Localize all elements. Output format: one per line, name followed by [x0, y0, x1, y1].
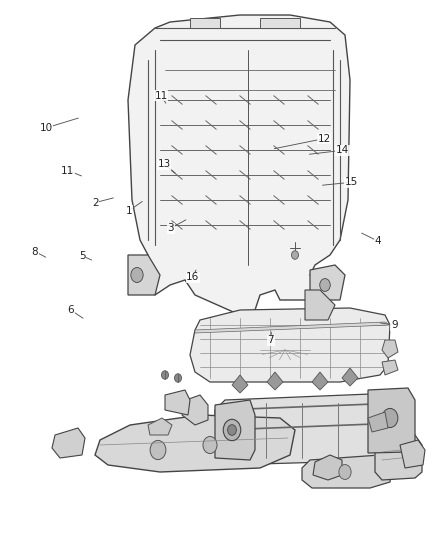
Ellipse shape [382, 408, 398, 427]
Polygon shape [182, 395, 208, 425]
Text: 15: 15 [345, 177, 358, 187]
Text: 11: 11 [61, 166, 74, 175]
Polygon shape [148, 418, 172, 435]
Ellipse shape [223, 419, 241, 441]
Polygon shape [190, 18, 220, 28]
Polygon shape [95, 415, 295, 472]
Polygon shape [368, 412, 388, 432]
Polygon shape [165, 390, 190, 415]
Text: 9: 9 [391, 320, 398, 330]
Polygon shape [302, 455, 392, 488]
Ellipse shape [131, 268, 143, 282]
Text: 14: 14 [336, 146, 349, 155]
Text: 2: 2 [92, 198, 99, 207]
Polygon shape [195, 322, 390, 333]
Polygon shape [215, 400, 255, 460]
Text: 1: 1 [126, 206, 133, 215]
Polygon shape [305, 290, 335, 320]
Text: 6: 6 [67, 305, 74, 315]
Polygon shape [382, 340, 398, 358]
Polygon shape [260, 18, 300, 28]
Polygon shape [232, 375, 248, 393]
Polygon shape [267, 372, 283, 390]
Polygon shape [382, 360, 398, 375]
Polygon shape [128, 255, 160, 295]
Polygon shape [52, 428, 85, 458]
Ellipse shape [339, 465, 351, 480]
Text: 4: 4 [374, 236, 381, 246]
Polygon shape [312, 372, 328, 390]
Ellipse shape [150, 440, 166, 459]
Polygon shape [342, 368, 358, 386]
Ellipse shape [228, 425, 237, 435]
Text: 5: 5 [79, 251, 86, 261]
Text: 8: 8 [32, 247, 39, 256]
Ellipse shape [203, 437, 217, 454]
Polygon shape [310, 265, 345, 300]
Polygon shape [313, 455, 342, 480]
Ellipse shape [320, 279, 330, 292]
Polygon shape [368, 388, 415, 453]
Polygon shape [400, 440, 425, 468]
Ellipse shape [174, 374, 181, 382]
Ellipse shape [292, 251, 299, 259]
Polygon shape [375, 435, 422, 480]
Text: 7: 7 [267, 335, 274, 345]
Text: 16: 16 [186, 272, 199, 282]
Polygon shape [128, 15, 350, 315]
Polygon shape [190, 308, 390, 382]
Polygon shape [215, 393, 405, 465]
Text: 12: 12 [318, 134, 331, 143]
Text: 11: 11 [155, 91, 168, 101]
Text: 13: 13 [158, 159, 171, 169]
Text: 10: 10 [39, 123, 53, 133]
Ellipse shape [162, 371, 169, 379]
Text: 3: 3 [167, 223, 174, 233]
